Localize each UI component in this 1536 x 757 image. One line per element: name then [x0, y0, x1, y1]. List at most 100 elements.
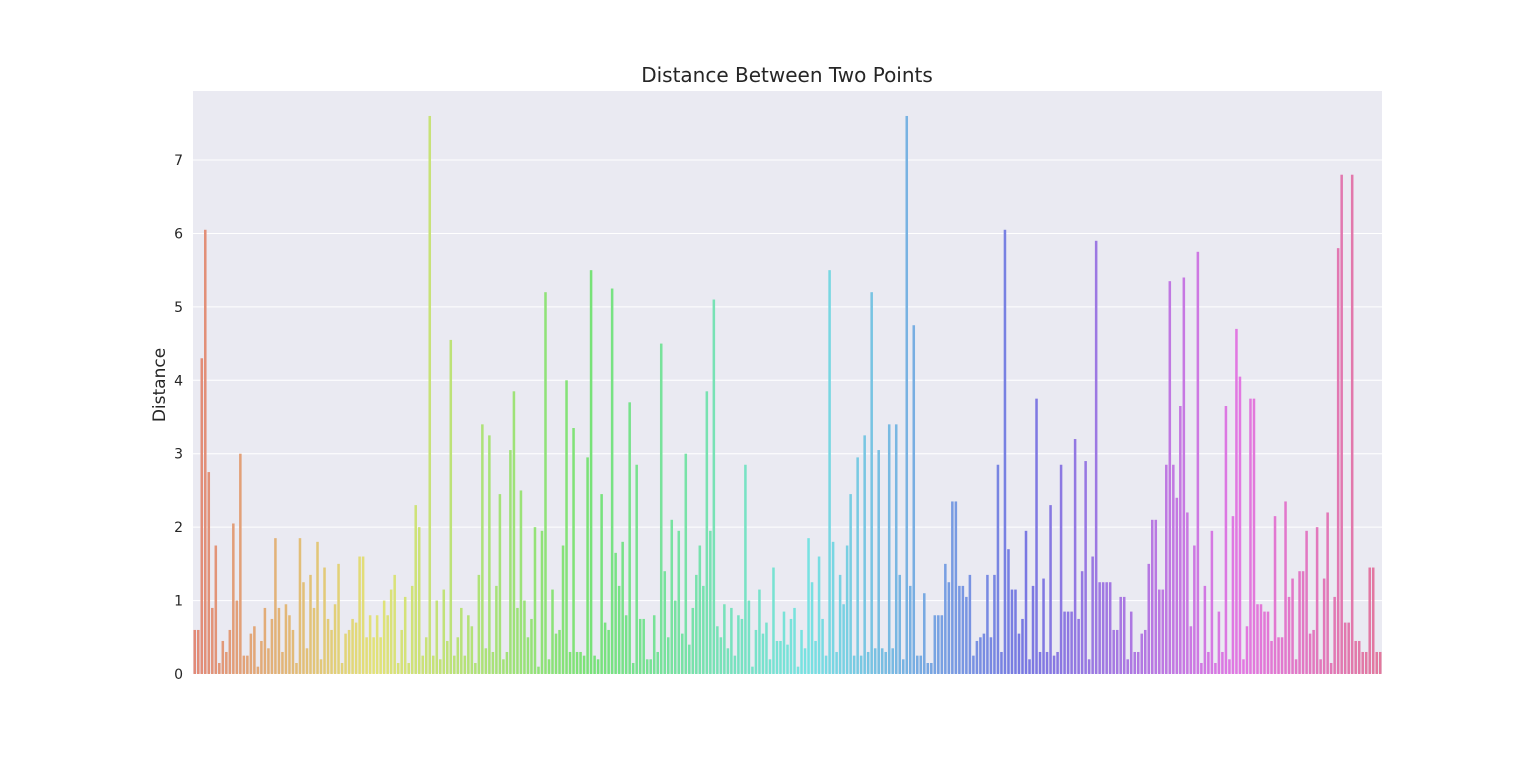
bar — [1266, 611, 1270, 674]
bar — [442, 589, 446, 674]
bar — [256, 666, 260, 674]
bar — [295, 662, 298, 674]
bar — [270, 618, 274, 674]
bar — [1084, 461, 1087, 674]
bar — [575, 651, 579, 674]
bar — [1277, 637, 1280, 674]
bar — [554, 633, 558, 674]
bar — [1322, 578, 1326, 674]
bar — [235, 600, 239, 674]
bar — [1179, 406, 1182, 674]
bar — [424, 637, 428, 674]
bar — [1172, 464, 1175, 674]
bar — [1108, 582, 1112, 674]
bar — [1186, 512, 1189, 674]
bar — [561, 545, 565, 674]
bar — [460, 607, 463, 674]
bar — [765, 622, 768, 674]
bar — [211, 607, 214, 674]
bar — [993, 574, 996, 674]
bar — [1245, 626, 1249, 674]
bar — [1101, 582, 1105, 674]
bar — [744, 464, 747, 674]
bar — [589, 270, 593, 674]
bar — [474, 662, 477, 674]
bar — [453, 655, 456, 674]
bar — [681, 633, 684, 674]
bar — [972, 655, 975, 674]
bar — [905, 115, 909, 674]
bar — [435, 600, 439, 674]
bar — [323, 567, 326, 674]
bar — [593, 655, 596, 674]
bar — [1038, 651, 1042, 674]
bar — [887, 424, 891, 674]
bar — [361, 556, 365, 674]
bar — [926, 662, 930, 674]
bar — [1119, 596, 1122, 674]
bar — [702, 585, 705, 674]
bar — [786, 644, 789, 674]
bar — [656, 651, 659, 674]
bar — [607, 629, 610, 674]
bar — [894, 424, 898, 674]
bar — [544, 292, 547, 674]
bar — [354, 622, 358, 674]
bar — [1259, 604, 1263, 674]
bar — [621, 541, 624, 674]
bar — [1378, 651, 1382, 674]
bar — [937, 615, 940, 674]
bar — [421, 655, 424, 674]
bar — [365, 637, 368, 674]
bar — [463, 655, 467, 674]
bar — [312, 607, 316, 674]
bar — [551, 589, 554, 674]
bar — [1080, 571, 1084, 674]
bar — [610, 288, 614, 674]
bar — [1175, 497, 1179, 674]
bar — [1112, 629, 1115, 674]
bar — [330, 629, 333, 674]
bar — [716, 626, 719, 674]
bar — [954, 501, 958, 674]
bar — [333, 604, 337, 674]
bar — [382, 600, 386, 674]
bar — [712, 299, 716, 674]
bar — [817, 556, 821, 674]
bar — [849, 494, 852, 674]
y-tick-label: 4 — [174, 373, 183, 389]
bar — [691, 607, 695, 674]
bar — [228, 629, 232, 674]
bar — [1182, 277, 1186, 674]
bar — [831, 541, 835, 674]
bar — [1126, 659, 1129, 674]
bar — [852, 655, 856, 674]
bar — [1133, 651, 1136, 674]
bar — [663, 571, 667, 674]
bar — [1368, 567, 1371, 674]
bar — [1371, 567, 1375, 674]
bar — [267, 648, 270, 674]
bar — [1105, 582, 1108, 674]
bar — [498, 494, 502, 674]
bar — [698, 545, 702, 674]
bar — [901, 659, 905, 674]
bar — [1326, 512, 1329, 674]
bar — [958, 585, 961, 674]
bar — [1200, 662, 1203, 674]
bar — [674, 600, 677, 674]
bar — [909, 585, 912, 674]
bar — [1224, 406, 1228, 674]
bar — [274, 538, 277, 674]
bar — [824, 655, 828, 674]
bar — [1340, 174, 1343, 674]
bar — [309, 574, 312, 674]
bar — [407, 662, 410, 674]
bar — [221, 640, 225, 674]
bar — [277, 607, 281, 674]
bar — [842, 604, 845, 674]
bar — [642, 618, 645, 674]
bar — [586, 457, 589, 674]
bar — [880, 648, 884, 674]
bar — [652, 615, 656, 674]
